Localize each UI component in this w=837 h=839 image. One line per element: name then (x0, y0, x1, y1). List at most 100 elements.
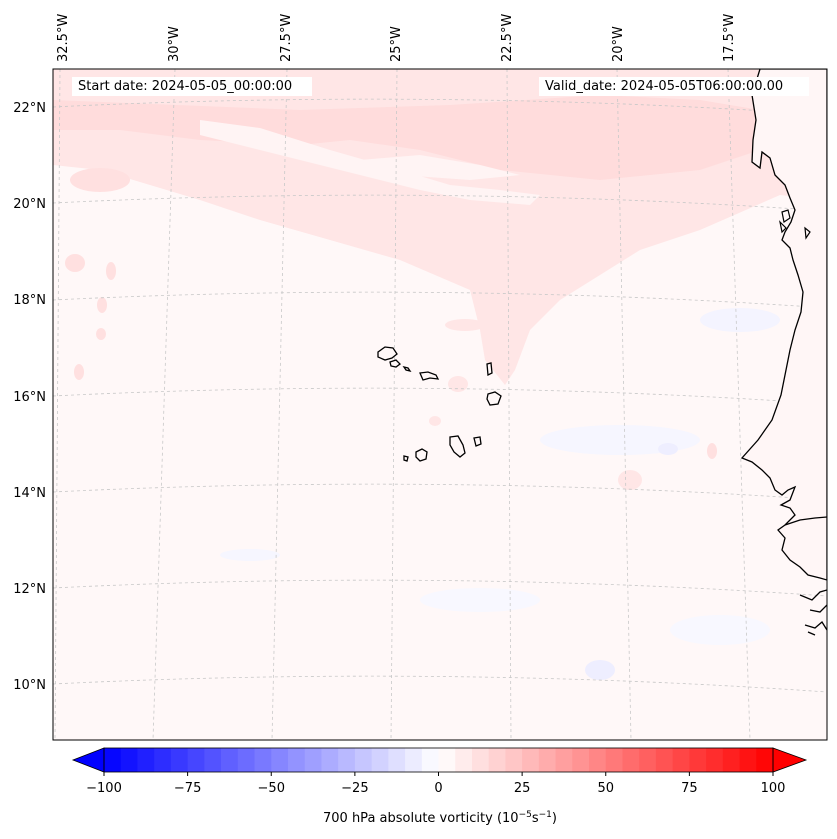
colorbar-min-arrow (71, 747, 105, 773)
colorbar-cell (104, 748, 122, 772)
colorbar-cell (388, 748, 406, 772)
lon-label: 25°W (389, 26, 404, 62)
vorticity-blob (65, 254, 85, 272)
lat-label: 14°N (13, 486, 46, 501)
colorbar-cell (522, 748, 540, 772)
vorticity-positive-core (53, 95, 760, 180)
island-santo-antao (377, 346, 398, 361)
colorbar-cell (304, 748, 322, 772)
island-santiago (449, 435, 466, 458)
vorticity-blob (96, 328, 106, 340)
colorbar-cell (589, 748, 607, 772)
start-date-label: Start date: 2024-05-05_00:00:00 (72, 77, 312, 96)
colorbar-cell (204, 748, 222, 772)
island-maio (473, 436, 482, 447)
lon-label: 20°W (611, 26, 626, 62)
colorbar-cell (505, 748, 523, 772)
colorbar-cell (421, 748, 439, 772)
vorticity-blob (106, 262, 116, 280)
colorbar-cell (221, 748, 239, 772)
colorbar-cell (706, 748, 724, 772)
longitude-labels: 32.5°W 30°W 27.5°W 25°W 22.5°W 20°W 17.5… (56, 14, 737, 62)
vorticity-negative-patch (670, 615, 770, 645)
colorbar-tick-label: −50 (258, 781, 285, 796)
colorbar-cell (455, 748, 473, 772)
vorticity-blob (707, 443, 717, 459)
colorbar-cell (722, 748, 740, 772)
colorbar-cell (287, 748, 306, 772)
lat-label: 12°N (13, 582, 46, 597)
colorbar-cell (572, 748, 590, 772)
lon-label: 32.5°W (56, 14, 71, 62)
vorticity-white-streak-2 (360, 155, 520, 180)
colorbar-cell (354, 748, 373, 772)
latitude-labels: 22°N 20°N 18°N 16°N 14°N 12°N 10°N (13, 101, 46, 693)
vorticity-negative-patch (420, 588, 540, 612)
lat-label: 10°N (13, 678, 46, 693)
cape-verde-islands (377, 346, 502, 462)
gridlines (53, 69, 827, 740)
colorbar-cell (689, 748, 707, 772)
colorbar-cell (271, 748, 289, 772)
valid-date-label: Valid_date: 2024-05-05T06:00:00.00 (539, 77, 809, 96)
vorticity-blob (74, 364, 84, 380)
colorbar-cell (488, 748, 506, 772)
colorbar-cell (405, 748, 423, 772)
map-panel[interactable] (53, 69, 827, 740)
colorbar-tick-label: 50 (597, 781, 614, 796)
colorbar-cell (622, 748, 640, 772)
colorbar-label: 700 hPa absolute vorticity (10−5s−1) (323, 810, 557, 826)
colorbar-cell (154, 748, 172, 772)
colorbar-cell (137, 748, 155, 772)
colorbar-cell (555, 748, 573, 772)
colorbar-tick-label: 100 (761, 781, 786, 796)
colorbar-max-arrow (772, 747, 808, 773)
island-boa-vista (486, 391, 502, 406)
colorbar-ticks: −100 −75 −50 −25 0 25 50 75 100 (86, 772, 785, 796)
vorticity-blob (448, 376, 468, 392)
colorbar-cell (338, 748, 356, 772)
colorbar-cell (187, 748, 205, 772)
colorbar: −100 −75 −50 −25 0 25 50 75 100 700 hPa absolute… (71, 747, 808, 826)
island-sao-nicolau (419, 371, 440, 381)
lon-label: 27.5°W (279, 14, 294, 62)
vorticity-blob (596, 167, 620, 177)
lon-label: 22.5°W (500, 14, 515, 62)
colorbar-cell (254, 748, 272, 772)
lat-label: 20°N (13, 197, 46, 212)
vorticity-negative-patch (658, 443, 678, 455)
island-sal (486, 362, 493, 377)
colorbar-cell (655, 748, 674, 772)
lat-label: 18°N (13, 293, 46, 308)
vorticity-blob (618, 470, 642, 490)
guinea-coast (799, 589, 827, 636)
colorbar-tick-label: 0 (434, 781, 442, 796)
colorbar-tick-label: 25 (514, 781, 531, 796)
vorticity-blob (429, 416, 441, 426)
colorbar-tick-label: −75 (174, 781, 201, 796)
vorticity-blob (70, 168, 130, 192)
africa-landmass (740, 69, 827, 581)
colorbar-cell (371, 748, 389, 772)
island-fogo (415, 448, 428, 462)
coastal-islands (779, 209, 811, 240)
vorticity-blob (445, 319, 485, 331)
colorbar-cell (321, 748, 339, 772)
colorbar-cell (639, 748, 657, 772)
island-brava (403, 455, 409, 462)
colorbar-cell (538, 748, 556, 772)
colorbar-cell (672, 748, 690, 772)
colorbar-cells (104, 748, 774, 772)
colorbar-cell (471, 748, 490, 772)
colorbar-cell (756, 748, 774, 772)
colorbar-cell (605, 748, 623, 772)
vorticity-negative-patch (220, 549, 280, 561)
colorbar-tick-label: −100 (86, 781, 122, 796)
colorbar-cell (120, 748, 138, 772)
lat-label: 16°N (13, 390, 46, 405)
lon-label: 30°W (167, 26, 182, 62)
gambia-coast (784, 516, 827, 526)
vorticity-negative-patch (700, 308, 780, 332)
lat-label: 22°N (13, 101, 46, 116)
colorbar-tick-label: −25 (341, 781, 368, 796)
